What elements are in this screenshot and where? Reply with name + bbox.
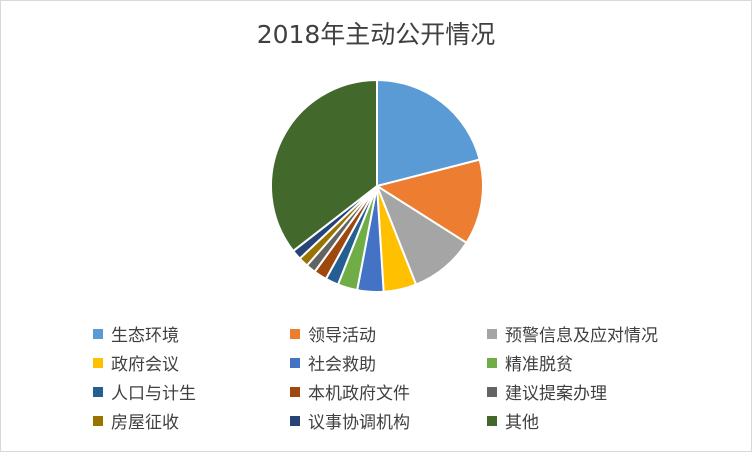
legend-label: 生态环境: [111, 326, 179, 346]
legend-swatch: [487, 415, 497, 426]
legend-item: 社会救助: [290, 348, 487, 377]
legend-swatch: [93, 328, 103, 339]
pie-slice-1: [376, 78, 481, 188]
legend-item: 领导活动: [290, 319, 487, 348]
chart-title: 2018年主动公开情况: [256, 20, 496, 49]
legend-label: 其他: [505, 413, 539, 433]
legend-item: 生态环境: [93, 319, 290, 348]
legend-swatch: [290, 328, 300, 339]
legend-label: 领导活动: [308, 326, 376, 346]
legend-label: 社会救助: [308, 355, 376, 375]
legend-swatch: [93, 386, 103, 397]
pie-slice-12: [270, 78, 378, 253]
legend-swatch: [487, 357, 497, 368]
legend-label: 人口与计生: [111, 384, 196, 404]
legend-item: 其他: [487, 406, 713, 435]
legend-swatch: [487, 386, 497, 397]
legend-item: 预警信息及应对情况: [487, 319, 713, 348]
legend-swatch: [290, 415, 300, 426]
pie-slice-2: [374, 158, 484, 245]
legend-swatch: [487, 328, 497, 339]
legend-swatch: [290, 357, 300, 368]
legend-item: 房屋征收: [93, 406, 290, 435]
legend-label: 精准脱贫: [505, 355, 573, 375]
legend-item: 政府会议: [93, 348, 290, 377]
legend-item: 本机政府文件: [290, 377, 487, 406]
legend-label: 政府会议: [111, 355, 179, 375]
legend-item: 精准脱贫: [487, 348, 713, 377]
legend-label: 房屋征收: [111, 413, 179, 433]
legend-item: 议事协调机构: [290, 406, 487, 435]
legend-label: 本机政府文件: [308, 384, 410, 404]
legend-swatch: [93, 357, 103, 368]
legend-label: 议事协调机构: [308, 413, 410, 433]
legend-item: 建议提案办理: [487, 377, 713, 406]
legend-label: 预警信息及应对情况: [505, 326, 658, 346]
legend-item: 人口与计生: [93, 377, 290, 406]
legend-swatch: [290, 386, 300, 397]
legend: 生态环境 领导活动 预警信息及应对情况政府会议 社会救助 精准脱贫人口与计生 本机政府文件…: [93, 319, 713, 435]
legend-label: 建议提案办理: [505, 384, 607, 404]
legend-swatch: [93, 415, 103, 426]
